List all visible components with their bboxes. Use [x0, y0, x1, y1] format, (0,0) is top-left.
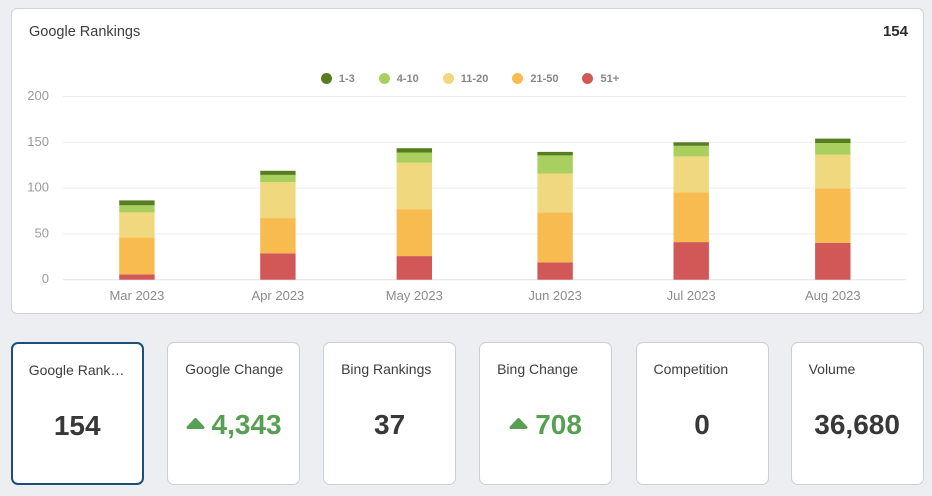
svg-text:200: 200 — [27, 88, 49, 103]
svg-text:0: 0 — [42, 271, 49, 286]
svg-text:150: 150 — [27, 134, 49, 149]
svg-text:Aug 2023: Aug 2023 — [805, 288, 861, 303]
svg-text:Apr 2023: Apr 2023 — [252, 288, 305, 303]
svg-text:Mar 2023: Mar 2023 — [109, 288, 164, 303]
svg-text:Jul 2023: Jul 2023 — [667, 288, 716, 303]
svg-text:50: 50 — [35, 225, 49, 240]
svg-text:May 2023: May 2023 — [386, 288, 443, 303]
svg-text:100: 100 — [27, 180, 49, 195]
svg-text:Jun 2023: Jun 2023 — [528, 288, 582, 303]
